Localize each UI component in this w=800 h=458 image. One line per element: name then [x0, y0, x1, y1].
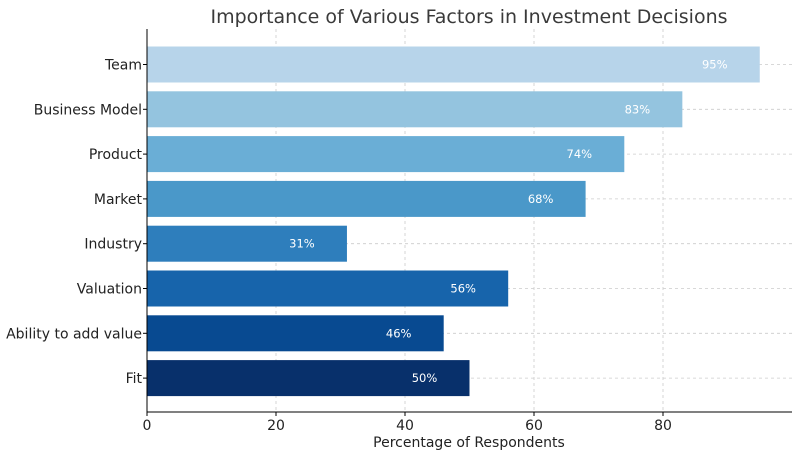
category-label: Market: [94, 192, 143, 208]
bar-product: [147, 136, 625, 173]
bar-industry: [147, 225, 347, 262]
axes: Team Business Model Product Market Industry V…: [6, 29, 792, 434]
bar-fit: [147, 360, 470, 397]
x-tick-label: 20: [267, 418, 285, 434]
category-label: Ability to add value: [6, 326, 142, 342]
x-tick-label: 0: [143, 418, 152, 434]
bar-valuation: [147, 270, 509, 307]
category-label: Team: [104, 58, 142, 74]
x-tick-label: 60: [525, 418, 543, 434]
bars: 95% 83% 74% 68% 31% 56% 46% 50%: [147, 46, 760, 397]
bar-value-label: 83%: [625, 102, 651, 116]
category-label: Industry: [84, 237, 142, 253]
bar-business-model: [147, 91, 683, 128]
x-axis-label: Percentage of Respondents: [373, 435, 565, 451]
bar-team: [147, 46, 760, 83]
x-tick-label: 80: [654, 418, 672, 434]
x-tick-label: 40: [396, 418, 414, 434]
bar-value-label: 50%: [412, 371, 438, 385]
bar-value-label: 31%: [289, 237, 315, 251]
bar-value-label: 68%: [528, 192, 554, 206]
bar-market: [147, 180, 586, 217]
bar-value-label: 95%: [702, 58, 728, 72]
chart-title: Importance of Various Factors in Investm…: [210, 6, 727, 28]
grid-lines: [147, 29, 792, 412]
category-label: Fit: [126, 371, 143, 387]
category-label: Valuation: [77, 282, 142, 298]
bar-ability-to-add-value: [147, 315, 444, 352]
bar-value-label: 56%: [450, 282, 476, 296]
category-label: Product: [89, 147, 143, 163]
bar-value-label: 74%: [567, 147, 593, 161]
bar-value-label: 46%: [386, 326, 412, 340]
category-label: Business Model: [34, 102, 142, 118]
